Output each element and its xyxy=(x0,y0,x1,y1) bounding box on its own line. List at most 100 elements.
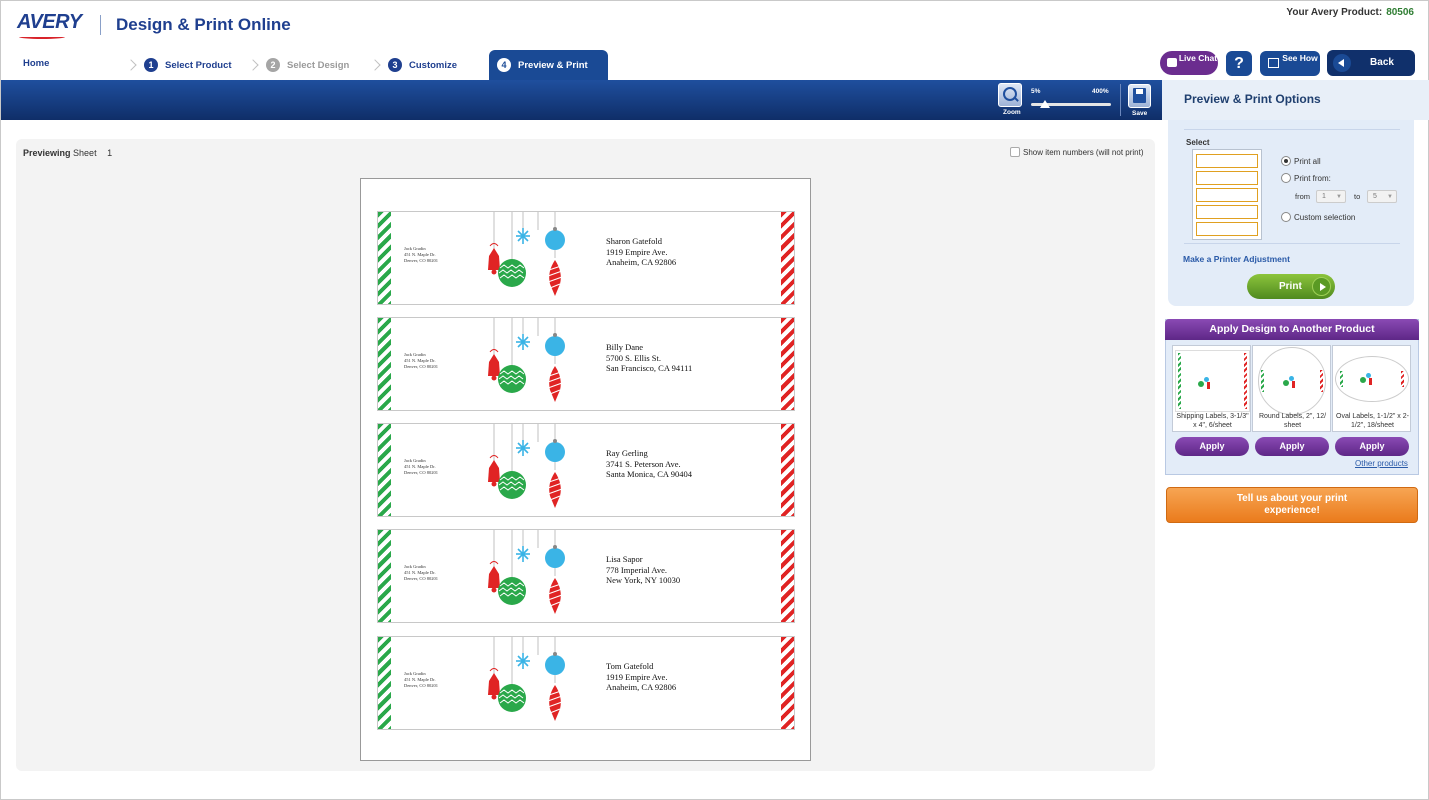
options-header-bg xyxy=(1162,80,1429,120)
recipient-address-line: 5700 S. Ellis St. xyxy=(606,352,662,363)
stripe-border-right xyxy=(781,530,794,622)
select-label: Select xyxy=(1186,138,1210,147)
recipient-address: Sharon Gatefold 1919 Empire Ave. Anaheim, … xyxy=(606,236,676,268)
return-address-line: Jack Gradin xyxy=(404,246,426,251)
apply-button[interactable]: Apply xyxy=(1175,437,1249,456)
return-address-line: Jack Gradin xyxy=(404,352,426,357)
thumb-label[interactable] xyxy=(1196,188,1258,202)
stripe-border-left xyxy=(378,318,391,410)
video-icon xyxy=(1268,58,1279,68)
to-select[interactable]: 5 ▼ xyxy=(1367,190,1397,203)
printer-adjustment-link[interactable]: Make a Printer Adjustment xyxy=(1183,254,1290,264)
radio[interactable] xyxy=(1281,212,1291,222)
step-label: Customize xyxy=(409,59,458,71)
thumb-label[interactable] xyxy=(1196,171,1258,185)
radio[interactable] xyxy=(1281,173,1291,183)
return-address-line: 451 N. Maple Dr. xyxy=(404,358,436,363)
return-address-line: Denver, CO 80201 xyxy=(404,470,438,475)
previewing-text: Previewing xyxy=(23,148,71,158)
label-item[interactable]: Jack Gradin 451 N. Maple Dr. Denver, CO 80… xyxy=(377,423,795,517)
from-select[interactable]: 1 ▼ xyxy=(1316,190,1346,203)
return-address: Jack Gradin 451 N. Maple Dr. Denver, CO 80… xyxy=(404,458,438,476)
zoom-slider[interactable] xyxy=(1031,103,1111,106)
product-card[interactable]: Oval Labels, 1-1/2" x 2-1/2", 18/sheet xyxy=(1332,345,1411,432)
apply-design-title: Apply Design to Another Product xyxy=(1165,319,1419,340)
stripe-border-left xyxy=(378,212,391,304)
help-button[interactable]: ? xyxy=(1226,51,1252,76)
chevron-right-icon xyxy=(369,59,381,71)
live-chat-button[interactable]: Live Chat xyxy=(1160,51,1218,75)
recipient-address: Lisa Sapor 778 Imperial Ave. New York, NY … xyxy=(606,554,680,586)
other-products-link[interactable]: Other products xyxy=(1355,459,1408,468)
back-button[interactable]: Back xyxy=(1327,50,1415,76)
zoom-slider-thumb[interactable] xyxy=(1040,100,1051,108)
print-all-option[interactable]: Print all xyxy=(1281,156,1321,166)
save-button[interactable] xyxy=(1128,84,1151,108)
feedback-button[interactable]: Tell us about your print experience! xyxy=(1166,487,1418,523)
product-number: 80506 xyxy=(1386,7,1414,18)
print-from-option[interactable]: Print from: xyxy=(1281,173,1331,183)
stripe-border-right xyxy=(781,318,794,410)
label-item[interactable]: Jack Gradin 451 N. Maple Dr. Denver, CO 80… xyxy=(377,211,795,305)
thumb-label[interactable] xyxy=(1196,154,1258,168)
recipient-address-line: Tom Gatefold xyxy=(606,661,654,671)
return-address: Jack Gradin 451 N. Maple Dr. Denver, CO 80… xyxy=(404,352,438,370)
recipient-address: Ray Gerling 3741 S. Peterson Ave. Santa Mo… xyxy=(606,448,692,480)
nav-home[interactable]: Home xyxy=(23,58,50,69)
label-item[interactable]: Jack Gradin 451 N. Maple Dr. Denver, CO 80… xyxy=(377,636,795,730)
logo-divider xyxy=(100,15,101,35)
apply-button[interactable]: Apply xyxy=(1255,437,1329,456)
return-address: Jack Gradin 451 N. Maple Dr. Denver, CO 80… xyxy=(404,671,438,689)
zoom-button[interactable] xyxy=(998,83,1022,107)
live-chat-label: Live Chat xyxy=(1178,53,1218,63)
chevron-down-icon: ▼ xyxy=(1387,194,1393,200)
see-how-label: See How xyxy=(1282,53,1318,63)
recipient-address-line: 1919 Empire Ave. xyxy=(606,671,668,682)
print-label: Print xyxy=(1279,281,1302,292)
label-item[interactable]: Jack Gradin 451 N. Maple Dr. Denver, CO 80… xyxy=(377,529,795,623)
thumb-label[interactable] xyxy=(1196,222,1258,236)
step-label: Preview & Print xyxy=(518,59,588,71)
previewing-sheet-label: Previewing Sheet 1 xyxy=(23,148,112,158)
product-card[interactable]: Shipping Labels, 3-1/3" x 4", 6/sheet xyxy=(1172,345,1251,432)
recipient-address: Tom Gatefold 1919 Empire Ave. Anaheim, CA … xyxy=(606,661,676,693)
recipient-address: Billy Dane 5700 S. Ellis St. San Francisco… xyxy=(606,342,692,374)
thumb-label[interactable] xyxy=(1196,205,1258,219)
product-card[interactable]: Round Labels, 2", 12/ sheet xyxy=(1252,345,1331,432)
recipient-address-line: Ray Gerling xyxy=(606,448,648,458)
step-select-design[interactable]: 2 Select Design xyxy=(266,58,349,72)
ornament-graphic xyxy=(480,530,580,622)
show-numbers-label: Show item numbers (will not print) xyxy=(1023,147,1144,157)
return-address-line: Jack Gradin xyxy=(404,671,426,676)
show-numbers-checkbox[interactable] xyxy=(1010,147,1020,157)
stripe-border-left xyxy=(378,530,391,622)
step-label: Select Design xyxy=(287,59,350,71)
save-label: Save xyxy=(1132,110,1148,117)
step-select-product[interactable]: 1 Select Product xyxy=(144,58,232,72)
toolbar-separator xyxy=(1120,84,1121,116)
step-customize[interactable]: 3 Customize xyxy=(388,58,457,72)
return-address-line: Jack Gradin xyxy=(404,564,426,569)
return-address-line: 451 N. Maple Dr. xyxy=(404,252,436,257)
print-options-title: Preview & Print Options xyxy=(1184,92,1321,106)
ornament-graphic xyxy=(480,424,580,516)
step-label: Select Product xyxy=(165,59,232,71)
stripe-border-left xyxy=(378,637,391,729)
avery-logo[interactable]: AVERY xyxy=(17,11,85,41)
print-button[interactable]: Print xyxy=(1247,274,1335,299)
show-item-numbers[interactable]: Show item numbers (will not print) xyxy=(1010,147,1143,157)
zoom-min-label: 5% xyxy=(1031,88,1041,95)
divider xyxy=(1184,129,1400,130)
radio-selected[interactable] xyxy=(1281,156,1291,166)
label-item[interactable]: Jack Gradin 451 N. Maple Dr. Denver, CO 80… xyxy=(377,317,795,411)
ornament-graphic xyxy=(480,212,580,304)
label-sheet: Jack Gradin 451 N. Maple Dr. Denver, CO 80… xyxy=(360,178,811,761)
apply-button[interactable]: Apply xyxy=(1335,437,1409,456)
custom-selection-option[interactable]: Custom selection xyxy=(1281,212,1355,222)
see-how-button[interactable]: See How xyxy=(1260,51,1320,76)
step-preview-print[interactable]: 4 Preview & Print xyxy=(489,50,608,80)
ornament-graphic xyxy=(488,530,565,614)
toolbar xyxy=(1,80,1162,120)
sheet-thumbnail[interactable] xyxy=(1192,149,1262,240)
